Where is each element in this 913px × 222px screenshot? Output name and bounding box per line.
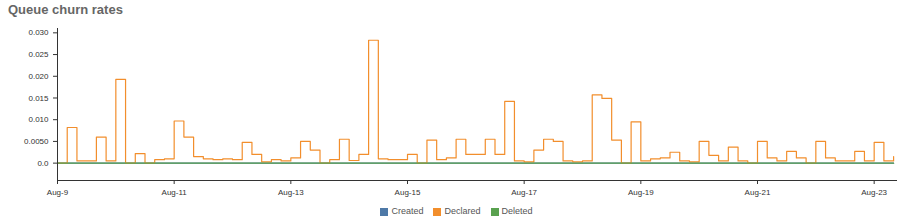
svg-text:Aug-13: Aug-13: [278, 188, 304, 197]
svg-text:Aug-21: Aug-21: [745, 188, 771, 197]
svg-text:Aug-17: Aug-17: [511, 188, 537, 197]
svg-text:0.0050: 0.0050: [24, 137, 49, 146]
html-text:Queue churn rates: Queue churn rates: [8, 2, 123, 17]
html-text:Declared: Declared: [444, 206, 481, 216]
svg-text:Aug-19: Aug-19: [628, 188, 654, 197]
svg-text:0.0: 0.0: [37, 159, 49, 168]
svg-text:0.030: 0.030: [28, 28, 49, 37]
svg-text:Aug-23: Aug-23: [861, 188, 887, 197]
svg-text:Aug-11: Aug-11: [162, 188, 188, 197]
svg-text:0.025: 0.025: [28, 50, 49, 59]
svg-text:Aug-15: Aug-15: [395, 188, 421, 197]
svg-text:0.010: 0.010: [28, 115, 49, 124]
html-text:Deleted: Deleted: [501, 206, 533, 216]
svg-text:0.015: 0.015: [28, 94, 49, 103]
svg-text:Aug-9: Aug-9: [47, 188, 69, 197]
svg-text:0.020: 0.020: [28, 72, 49, 81]
html-text:Created: Created: [391, 206, 424, 216]
